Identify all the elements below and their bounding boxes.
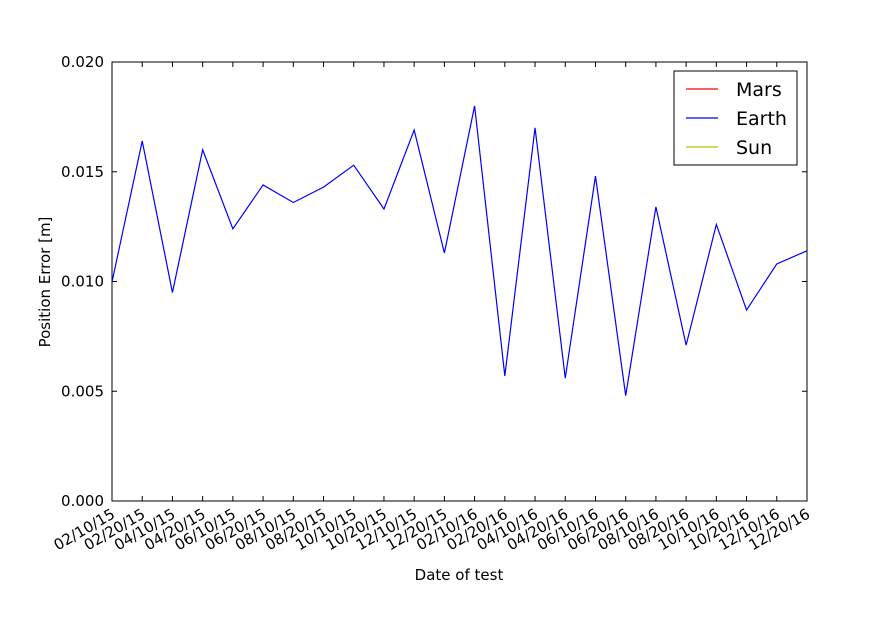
y-tick-label: 0.005 [61, 382, 104, 400]
line-series [111, 105, 808, 396]
legend-label: Mars [736, 79, 782, 101]
legend-label: Earth [736, 108, 787, 130]
y-tick-label: 0.010 [61, 273, 104, 291]
y-tick-label: 0.015 [61, 163, 104, 181]
y-tick-label: 0.000 [61, 492, 104, 510]
legend-label: Sun [736, 137, 772, 159]
legend-box [673, 70, 798, 166]
y-axis-label: Position Error [m] [36, 217, 54, 348]
y-tick-label: 0.020 [61, 53, 104, 71]
x-axis-label: Date of test [415, 566, 504, 584]
